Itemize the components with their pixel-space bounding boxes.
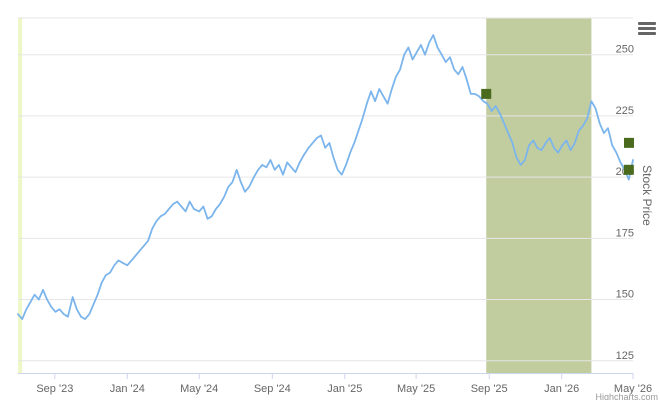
x-axis: Sep '23 Jan '24 May '24 Sep '24 Jan '25 May '… bbox=[36, 373, 652, 395]
highlight-band-1 bbox=[486, 18, 592, 373]
plot-bands bbox=[18, 18, 592, 373]
grid-lines bbox=[18, 54, 633, 362]
flag-marker-1[interactable] bbox=[624, 137, 634, 148]
hamburger-icon-bar bbox=[638, 32, 656, 35]
y-tick-label-250: 250 bbox=[616, 44, 634, 56]
x-tick-label-8: May '26 bbox=[614, 383, 652, 395]
x-tick-label-1: Jan '24 bbox=[110, 383, 145, 395]
x-tick-label-6: Sep '25 bbox=[471, 383, 508, 395]
flag-marker-2[interactable] bbox=[623, 164, 634, 175]
x-tick-label-2: May '24 bbox=[180, 383, 218, 395]
credits-link[interactable]: Highcharts.com bbox=[595, 392, 658, 400]
x-tick-label-0: Sep '23 bbox=[36, 383, 73, 395]
x-tick-label-3: Sep '24 bbox=[254, 383, 291, 395]
flag-markers bbox=[481, 88, 634, 175]
y-tick-label-125: 125 bbox=[616, 350, 634, 362]
y-tick-label-225: 225 bbox=[616, 105, 634, 117]
y-axis: 125150175200225250 bbox=[616, 44, 634, 362]
flag-marker-0[interactable] bbox=[481, 88, 492, 99]
y-tick-label-175: 175 bbox=[616, 227, 634, 239]
x-tick-label-7: Jan '26 bbox=[544, 383, 579, 395]
x-tick-label-5: May '25 bbox=[397, 383, 435, 395]
x-tick-label-4: Jan '25 bbox=[327, 383, 362, 395]
y-axis-title: Stock Price bbox=[640, 165, 654, 226]
y-tick-label-150: 150 bbox=[616, 289, 634, 301]
chart-menu-button[interactable] bbox=[636, 20, 658, 40]
hamburger-icon bbox=[638, 22, 656, 25]
highlight-band-0 bbox=[18, 18, 23, 373]
hamburger-icon-bar bbox=[638, 27, 656, 30]
stock-price-line[interactable] bbox=[17, 34, 634, 320]
